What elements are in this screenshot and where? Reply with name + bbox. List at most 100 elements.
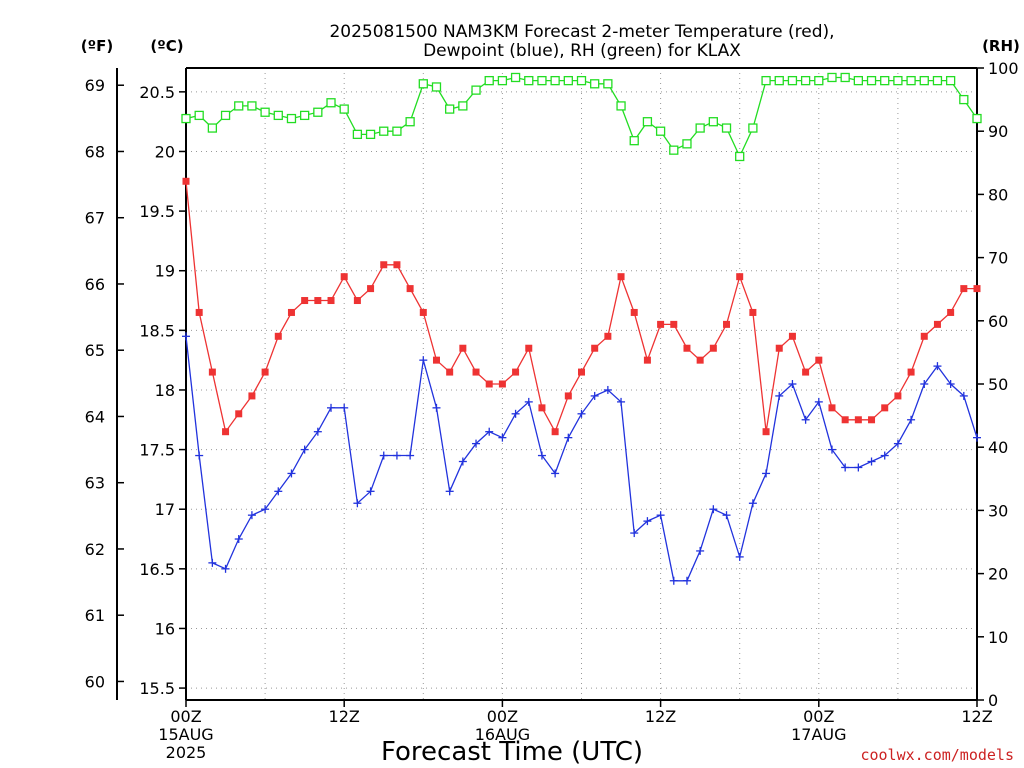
temperature-point [947, 308, 955, 316]
rh-point [906, 75, 916, 86]
temperature-point [868, 416, 876, 424]
rh-point [682, 139, 692, 149]
temperature-point [182, 177, 190, 185]
dewpoint-point [392, 451, 401, 460]
x-axis-label: Forecast Time (UTC) [381, 737, 643, 767]
temperature-point [709, 344, 717, 352]
rh-point [471, 85, 481, 95]
rh-point [695, 123, 705, 133]
temperature-point [419, 308, 427, 316]
temperature-point [485, 380, 493, 388]
dewpoint-point [630, 529, 639, 538]
celsius-tick-label: 19 [155, 262, 175, 281]
dewpoint-point [208, 558, 217, 567]
time-tick-label: 12Z [645, 707, 676, 726]
temperature-point [894, 392, 902, 400]
dewpoint-point [511, 409, 520, 418]
celsius-tick-label: 16 [155, 619, 175, 638]
celsius-tick-label: 20 [155, 142, 175, 161]
temperature-point [538, 404, 546, 412]
fahrenheit-tick-label: 63 [85, 474, 105, 493]
fahrenheit-unit-label: (ºF) [81, 37, 113, 55]
dewpoint-point [327, 403, 336, 412]
temperature-point [591, 344, 599, 352]
fahrenheit-tick-label: 68 [85, 142, 105, 161]
rh-point [260, 107, 270, 117]
temperature-point [367, 285, 375, 293]
rh-point [273, 110, 283, 121]
rh-tick-label: 10 [988, 628, 1008, 647]
rh-point [893, 75, 903, 86]
fahrenheit-tick-label: 62 [85, 540, 105, 559]
temperature-point [617, 273, 625, 281]
rh-point [603, 79, 613, 89]
rh-point [181, 113, 191, 124]
rh-point [431, 82, 442, 92]
dewpoint-point [445, 487, 454, 496]
rh-series [181, 72, 982, 162]
temperature-point [459, 344, 467, 352]
temperature-point [696, 356, 704, 364]
rh-point [445, 104, 455, 114]
temperature-point [578, 368, 585, 376]
dewpoint-point [893, 439, 902, 448]
dewpoint-point [814, 397, 823, 406]
celsius-tick-label: 17 [155, 500, 175, 519]
rh-axis: 0 10 20 30 40 50 60 70 80 90 100 [977, 59, 1019, 710]
dewpoint-point [682, 576, 691, 585]
celsius-tick-label: 19.5 [139, 202, 175, 221]
celsius-tick-label: 18.5 [139, 321, 175, 340]
rh-point [972, 113, 982, 124]
temperature-point [432, 356, 440, 364]
temperature-point [261, 368, 269, 376]
temperature-point [472, 368, 480, 376]
time-tick-label: 00Z [487, 707, 518, 726]
rh-point [405, 117, 415, 127]
rh-point [207, 123, 218, 133]
fahrenheit-tick-label: 64 [85, 407, 105, 426]
dewpoint-point [340, 403, 349, 412]
rh-point [748, 123, 758, 133]
rh-point [194, 110, 204, 121]
rh-point [234, 101, 244, 111]
temperature-point [406, 285, 414, 293]
celsius-axis: 15.5 16 16.5 17 17.5 18 18.5 19 19.5 20 20.5 [139, 83, 186, 698]
dewpoint-point [669, 576, 678, 585]
temperature-point [327, 297, 335, 305]
temperature-point [446, 368, 454, 376]
fahrenheit-tick-label: 60 [85, 672, 105, 691]
dewpoint-point [537, 451, 546, 460]
rh-point [840, 72, 850, 83]
dewpoint-point [287, 469, 296, 478]
rh-point [510, 72, 521, 83]
fahrenheit-tick-label: 65 [85, 341, 105, 360]
fahrenheit-tick-label: 67 [85, 209, 105, 228]
dewpoint-point [406, 451, 415, 460]
rh-unit-label: (RH) [982, 37, 1020, 55]
dewpoint-point [182, 332, 190, 341]
dewpoint-point [643, 517, 652, 526]
time-tick-date: 16AUG [475, 725, 530, 744]
dewpoint-point [366, 487, 375, 496]
rh-point [629, 136, 639, 146]
dewpoint-point [485, 427, 494, 436]
time-tick-label: 00Z [170, 707, 201, 726]
dewpoint-point [827, 445, 836, 454]
rh-point [339, 104, 349, 114]
temperature-point [788, 332, 796, 340]
rh-point [497, 75, 508, 86]
temperature-point [775, 344, 783, 352]
dewpoint-point [419, 356, 428, 365]
dewpoint-point [590, 391, 599, 400]
temperature-point [920, 332, 928, 340]
temperature-point [723, 320, 731, 328]
rh-tick-label: 40 [988, 438, 1008, 457]
time-tick-year: 2025 [166, 743, 207, 762]
dewpoint-point [880, 451, 889, 460]
rh-point [945, 75, 956, 86]
rh-point [379, 126, 389, 136]
rh-point [524, 75, 534, 86]
temperature-point [525, 344, 533, 352]
